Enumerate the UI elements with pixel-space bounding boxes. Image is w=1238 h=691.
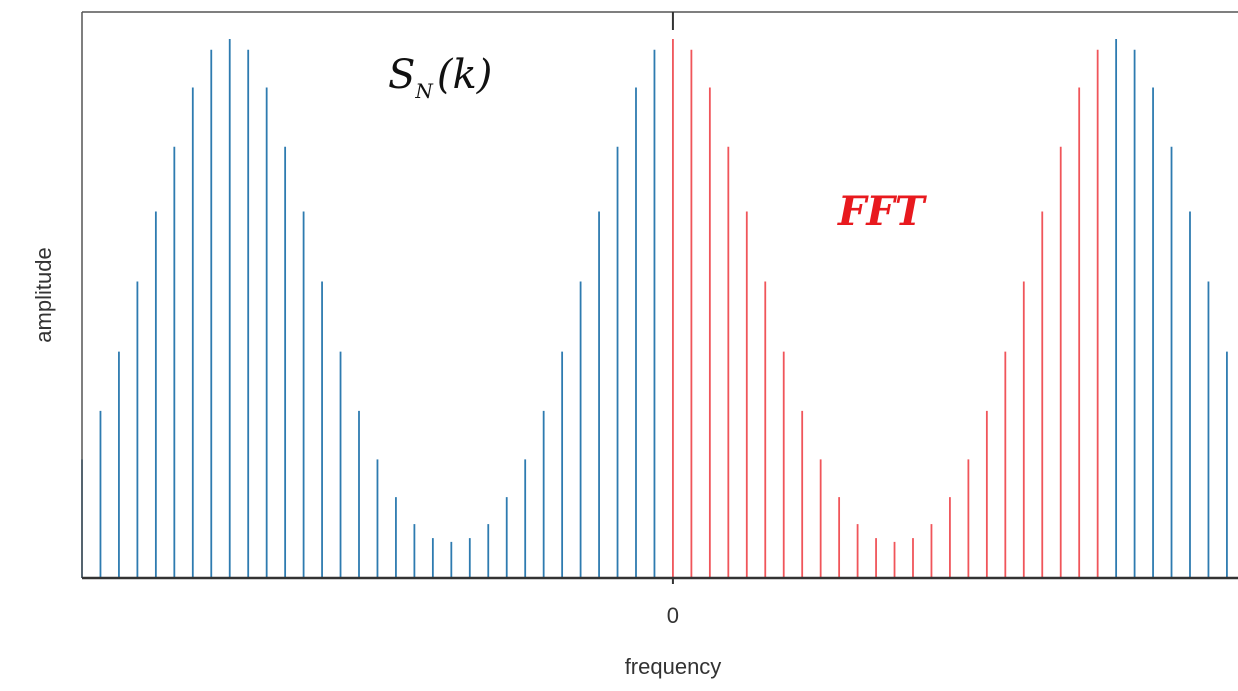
x-axis-label: frequency — [625, 654, 722, 679]
plot-area — [81, 38, 1228, 578]
x-tick-label: 0 — [667, 603, 679, 628]
annotation-argument: (k) — [437, 52, 492, 98]
annotation-sn: SN (k) — [388, 52, 492, 103]
annotation-subscript: N — [414, 79, 434, 103]
annotation-fft: FFT — [837, 188, 928, 235]
y-axis-label: amplitude — [31, 247, 56, 342]
annotation-symbol: S — [388, 52, 415, 98]
